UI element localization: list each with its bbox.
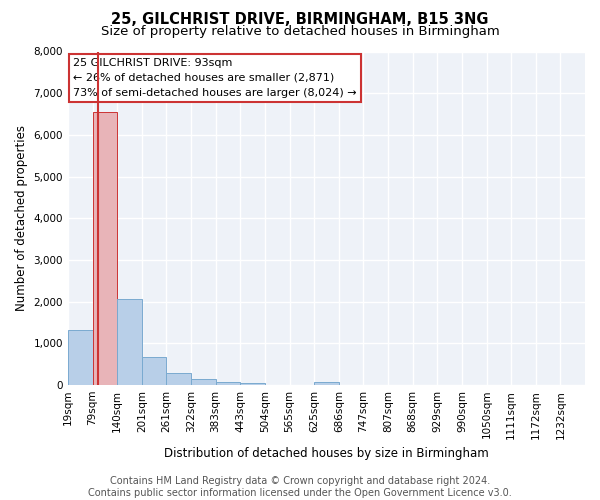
Bar [240, 383, 265, 385]
Text: Size of property relative to detached houses in Birmingham: Size of property relative to detached ho… [101, 25, 499, 38]
Bar [191, 380, 215, 385]
Bar [68, 330, 92, 385]
Bar [92, 112, 117, 385]
Y-axis label: Number of detached properties: Number of detached properties [15, 126, 28, 312]
Text: 25 GILCHRIST DRIVE: 93sqm
← 26% of detached houses are smaller (2,871)
73% of se: 25 GILCHRIST DRIVE: 93sqm ← 26% of detac… [73, 58, 357, 98]
Bar [166, 373, 191, 385]
X-axis label: Distribution of detached houses by size in Birmingham: Distribution of detached houses by size … [164, 447, 489, 460]
Text: 25, GILCHRIST DRIVE, BIRMINGHAM, B15 3NG: 25, GILCHRIST DRIVE, BIRMINGHAM, B15 3NG [111, 12, 489, 28]
Bar [314, 382, 339, 385]
Bar [215, 382, 240, 385]
Text: Contains HM Land Registry data © Crown copyright and database right 2024.
Contai: Contains HM Land Registry data © Crown c… [88, 476, 512, 498]
Bar [117, 299, 142, 385]
Bar [142, 356, 166, 385]
